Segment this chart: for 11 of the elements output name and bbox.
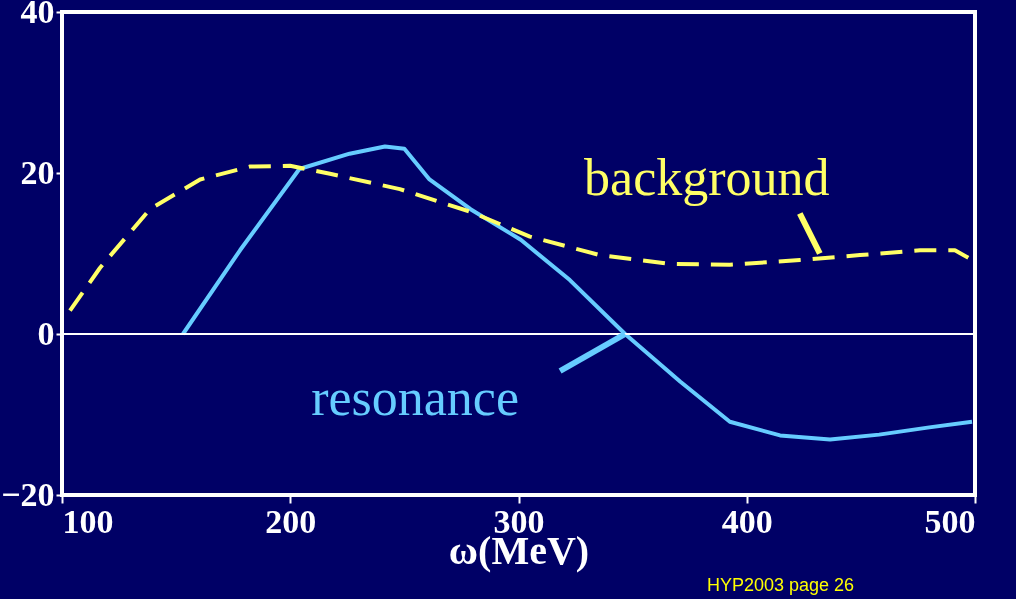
x-tick-label: 200 [265,502,317,540]
x-tick-label: 400 [721,502,773,540]
text: HYP2003 page 26 [707,575,855,595]
y-tick-label: 0 [37,314,55,352]
x-tick-label: 500 [924,502,976,540]
annotation: resonance [311,369,520,426]
y-tick-label: 20 [20,153,55,191]
x-tick-label: 100 [62,502,114,540]
annotation: background [584,148,830,206]
y-tick-label: −20 [1,475,55,513]
y-tick-label: 40 [20,0,55,30]
